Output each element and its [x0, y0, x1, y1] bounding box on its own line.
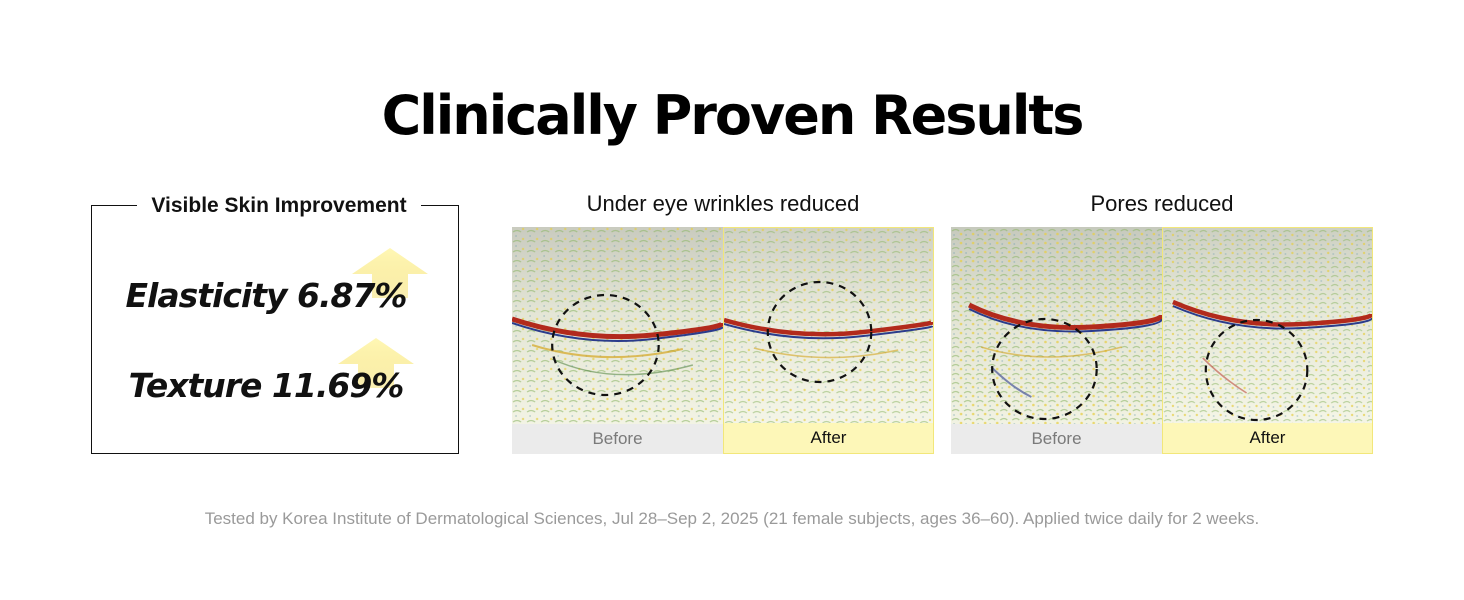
stats-heading: Visible Skin Improvement	[137, 192, 421, 220]
wrinkles-title: Under eye wrinkles reduced	[586, 191, 860, 216]
stats-box	[91, 205, 459, 454]
pores-before-panel: Before	[951, 227, 1162, 454]
after-label: After	[724, 423, 933, 453]
skin-closeup-image	[951, 227, 1162, 424]
stat-elasticity: Elasticity 6.87%	[125, 276, 408, 315]
wrinkles-after-panel: After	[723, 227, 934, 454]
skin-closeup-image	[724, 228, 933, 425]
wrinkles-before-panel: Before	[512, 227, 723, 454]
skin-closeup-image	[1163, 228, 1372, 425]
pores-title: Pores reduced	[1090, 191, 1234, 216]
stat-texture: Texture 11.69%	[128, 366, 405, 405]
skin-closeup-image	[512, 227, 723, 424]
before-label: Before	[512, 424, 723, 454]
up-arrow-icon	[338, 338, 414, 388]
pores-after-panel: After	[1162, 227, 1373, 454]
page-title: Clinically Proven Results	[381, 84, 1085, 147]
before-label: Before	[951, 424, 1162, 454]
after-label: After	[1163, 423, 1372, 453]
footnote: Tested by Korea Institute of Dermatologi…	[204, 509, 1260, 528]
up-arrow-icon	[352, 248, 428, 298]
